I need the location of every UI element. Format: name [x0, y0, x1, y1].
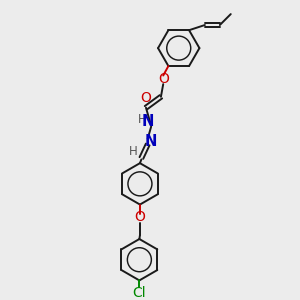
Text: Cl: Cl [133, 286, 146, 300]
Text: O: O [134, 211, 146, 224]
Text: H: H [129, 145, 138, 158]
Text: N: N [142, 114, 154, 129]
Text: O: O [140, 91, 151, 105]
Text: N: N [144, 134, 157, 148]
Text: O: O [158, 72, 169, 86]
Text: H: H [138, 113, 146, 126]
